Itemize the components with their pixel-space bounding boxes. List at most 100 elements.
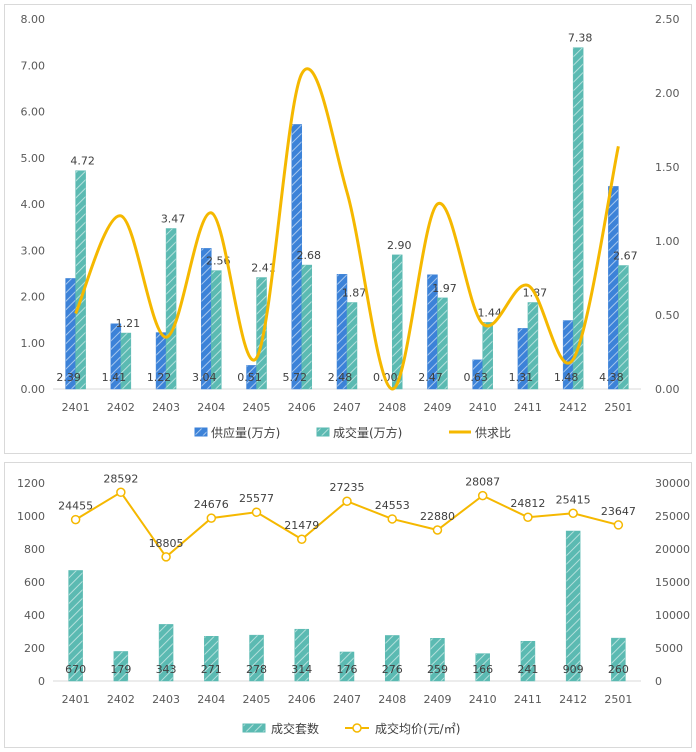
y-right-tick-label: 1.50 xyxy=(655,161,680,174)
legend-supply-label: 供应量(万方) xyxy=(211,425,280,440)
deal-bar xyxy=(618,265,629,390)
legend-deal-label: 成交量(万方) xyxy=(333,425,402,440)
avg-price-data-label: 18805 xyxy=(149,537,184,550)
deal-data-label: 1.97 xyxy=(432,282,457,295)
avg-price-point xyxy=(297,534,307,544)
deal-count-bar xyxy=(204,636,219,682)
deal-count-data-label: 278 xyxy=(246,663,267,676)
supply-data-label: 0.63 xyxy=(463,371,488,384)
deal-count-data-label: 179 xyxy=(110,663,131,676)
deal-bar xyxy=(301,264,313,390)
deal-data-label: 7.38 xyxy=(568,32,593,45)
legend-avg-price-label: 成交均价(元/㎡) xyxy=(375,721,460,736)
x-tick-label: 2402 xyxy=(107,693,135,706)
supply-data-label: 1.31 xyxy=(509,371,534,384)
deal-count-data-label: 241 xyxy=(517,663,538,676)
deal-count-data-label: 166 xyxy=(472,663,493,676)
avg-price-data-label: 27235 xyxy=(330,481,365,494)
y-right-tick-label: 0.00 xyxy=(655,383,680,396)
deal-bar xyxy=(437,297,448,390)
y-left-tick-label: 0 xyxy=(38,675,45,688)
avg-price-data-label: 21479 xyxy=(284,519,319,532)
y-right-tick-label: 10000 xyxy=(655,609,690,622)
deal-count-data-label: 314 xyxy=(291,663,312,676)
y-right-tick-label: 15000 xyxy=(655,576,690,589)
x-tick-label: 2401 xyxy=(62,693,90,706)
deal-data-label: 2.41 xyxy=(251,262,276,275)
deal-count-data-label: 271 xyxy=(201,663,222,676)
y-left-tick-label: 0.00 xyxy=(21,383,46,396)
deal-count-bar xyxy=(611,637,626,682)
deal-count-bar xyxy=(565,530,581,682)
y-right-tick-label: 2.00 xyxy=(655,87,680,100)
deal-bar xyxy=(75,170,86,390)
y-left-tick-label: 8.00 xyxy=(21,13,46,26)
x-tick-label: 2404 xyxy=(197,401,225,414)
deal-count-bar xyxy=(384,635,400,682)
x-tick-label: 2409 xyxy=(423,693,451,706)
avg-price-point xyxy=(161,552,171,562)
x-tick-label: 2410 xyxy=(469,693,497,706)
y-right-tick-label: 1.00 xyxy=(655,235,680,248)
x-tick-label: 2404 xyxy=(197,693,225,706)
deal-count-bar xyxy=(339,651,355,682)
supply-data-label: 3.04 xyxy=(192,371,217,384)
avg-price-point xyxy=(523,512,533,522)
avg-price-data-label: 23647 xyxy=(601,505,636,518)
deal-data-label: 2.56 xyxy=(206,255,231,268)
x-tick-label: 2412 xyxy=(559,401,587,414)
supply-bar xyxy=(608,186,619,390)
y-left-tick-label: 6.00 xyxy=(21,106,46,119)
avg-price-point xyxy=(206,513,217,523)
y-right-tick-label: 20000 xyxy=(655,543,690,556)
x-tick-label: 2412 xyxy=(559,693,587,706)
supply-data-label: 1.41 xyxy=(102,371,127,384)
deal-count-data-label: 176 xyxy=(337,663,358,676)
deal-bar xyxy=(211,270,222,390)
supply-data-label: 2.48 xyxy=(328,371,353,384)
avg-price-point xyxy=(70,514,81,525)
deal-data-label: 3.47 xyxy=(161,213,186,226)
deal-count-data-label: 343 xyxy=(156,663,177,676)
y-left-tick-label: 2.00 xyxy=(21,291,46,304)
y-right-tick-label: 30000 xyxy=(655,477,690,490)
x-tick-label: 2406 xyxy=(288,693,316,706)
avg-price-data-label: 24553 xyxy=(375,499,410,512)
avg-price-point xyxy=(432,525,443,535)
supply-data-label: 1.48 xyxy=(554,371,579,384)
avg-price-point xyxy=(342,496,352,506)
deal-count-bar xyxy=(113,651,129,682)
x-tick-label: 2411 xyxy=(514,693,542,706)
avg-price-point xyxy=(116,487,126,498)
avg-price-data-label: 24812 xyxy=(510,497,545,510)
legend-deal-count-swatch xyxy=(242,723,266,733)
avg-price-data-label: 24676 xyxy=(194,498,229,511)
x-tick-label: 2407 xyxy=(333,693,361,706)
x-tick-label: 2408 xyxy=(378,693,406,706)
deal-count-data-label: 259 xyxy=(427,663,448,676)
deal-count-bar xyxy=(430,638,445,682)
legend-deal-swatch xyxy=(316,427,330,437)
x-tick-label: 2411 xyxy=(514,401,542,414)
y-right-tick-label: 2.50 xyxy=(655,13,680,26)
deal-count-bar xyxy=(68,570,83,682)
deal-bar xyxy=(527,302,539,390)
deal-bar xyxy=(572,47,584,390)
y-left-tick-label: 3.00 xyxy=(21,244,46,257)
deal-data-label: 1.87 xyxy=(342,287,367,300)
avg-price-point xyxy=(251,507,262,517)
y-left-tick-label: 4.00 xyxy=(21,198,46,211)
supply-data-label: 4.38 xyxy=(599,371,624,384)
x-tick-label: 2401 xyxy=(62,401,90,414)
deal-count-data-label: 670 xyxy=(65,663,86,676)
y-left-tick-label: 1.00 xyxy=(21,337,46,350)
supply-data-label: 5.72 xyxy=(283,371,308,384)
avg-price-data-label: 25415 xyxy=(556,493,591,506)
avg-price-data-label: 28087 xyxy=(465,476,500,489)
deal-bar xyxy=(482,322,493,390)
x-tick-label: 2402 xyxy=(107,401,135,414)
y-left-tick-label: 1200 xyxy=(17,477,45,490)
y-right-tick-label: 0.50 xyxy=(655,309,680,322)
deal-data-label: 1.44 xyxy=(477,306,502,319)
deal-count-bar xyxy=(158,624,174,682)
